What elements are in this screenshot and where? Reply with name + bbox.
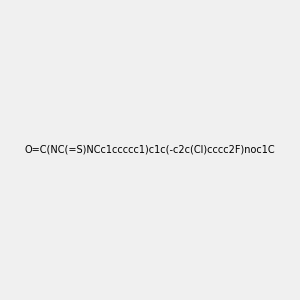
Text: O=C(NC(=S)NCc1ccccc1)c1c(-c2c(Cl)cccc2F)noc1C: O=C(NC(=S)NCc1ccccc1)c1c(-c2c(Cl)cccc2F)… bbox=[25, 145, 275, 155]
